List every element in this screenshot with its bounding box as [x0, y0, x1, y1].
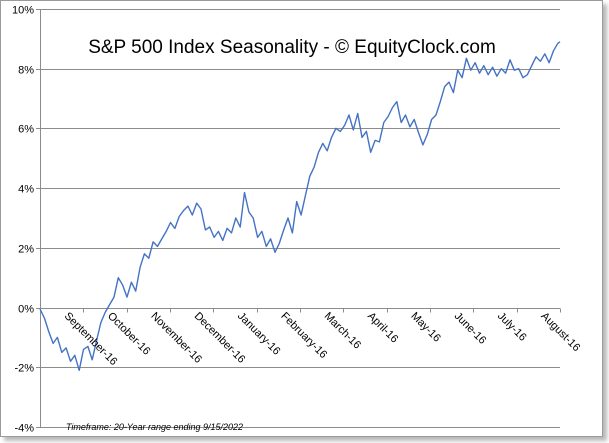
- axis-layer: [36, 9, 561, 428]
- y-tick-label-7: 10%: [12, 5, 34, 17]
- grid-layer: [40, 9, 560, 428]
- y-tick-label-0: -4%: [14, 423, 34, 435]
- chart-frame: [0, 0, 603, 437]
- y-tick-label-1: -2%: [14, 363, 34, 375]
- y-tick-label-5: 6%: [18, 124, 34, 136]
- y-tick-label-2: 0%: [18, 304, 34, 316]
- x-tick-label-4: January-16: [235, 310, 282, 357]
- x-tick-label-8: May-16: [408, 310, 442, 344]
- x-tick-label-10: July-16: [495, 310, 529, 344]
- x-tick-label-9: June-16: [452, 310, 489, 347]
- chart-title: S&P 500 Index Seasonality - © EquityCloc…: [88, 37, 496, 58]
- x-tick-label-1: October-16: [105, 310, 152, 357]
- y-tick-label-6: 8%: [18, 65, 34, 77]
- x-tick-label-6: March-16: [322, 310, 363, 351]
- x-tick-label-7: April-16: [365, 310, 400, 345]
- timeframe-footnote: Timeframe: 20-Year range ending 9/15/202…: [66, 422, 243, 432]
- x-tick-label-11: August-16: [538, 310, 582, 354]
- y-tick-label-4: 4%: [18, 184, 34, 196]
- series-layer: [39, 41, 561, 371]
- series-line-0: [39, 41, 561, 371]
- y-tick-label-3: 2%: [18, 244, 34, 256]
